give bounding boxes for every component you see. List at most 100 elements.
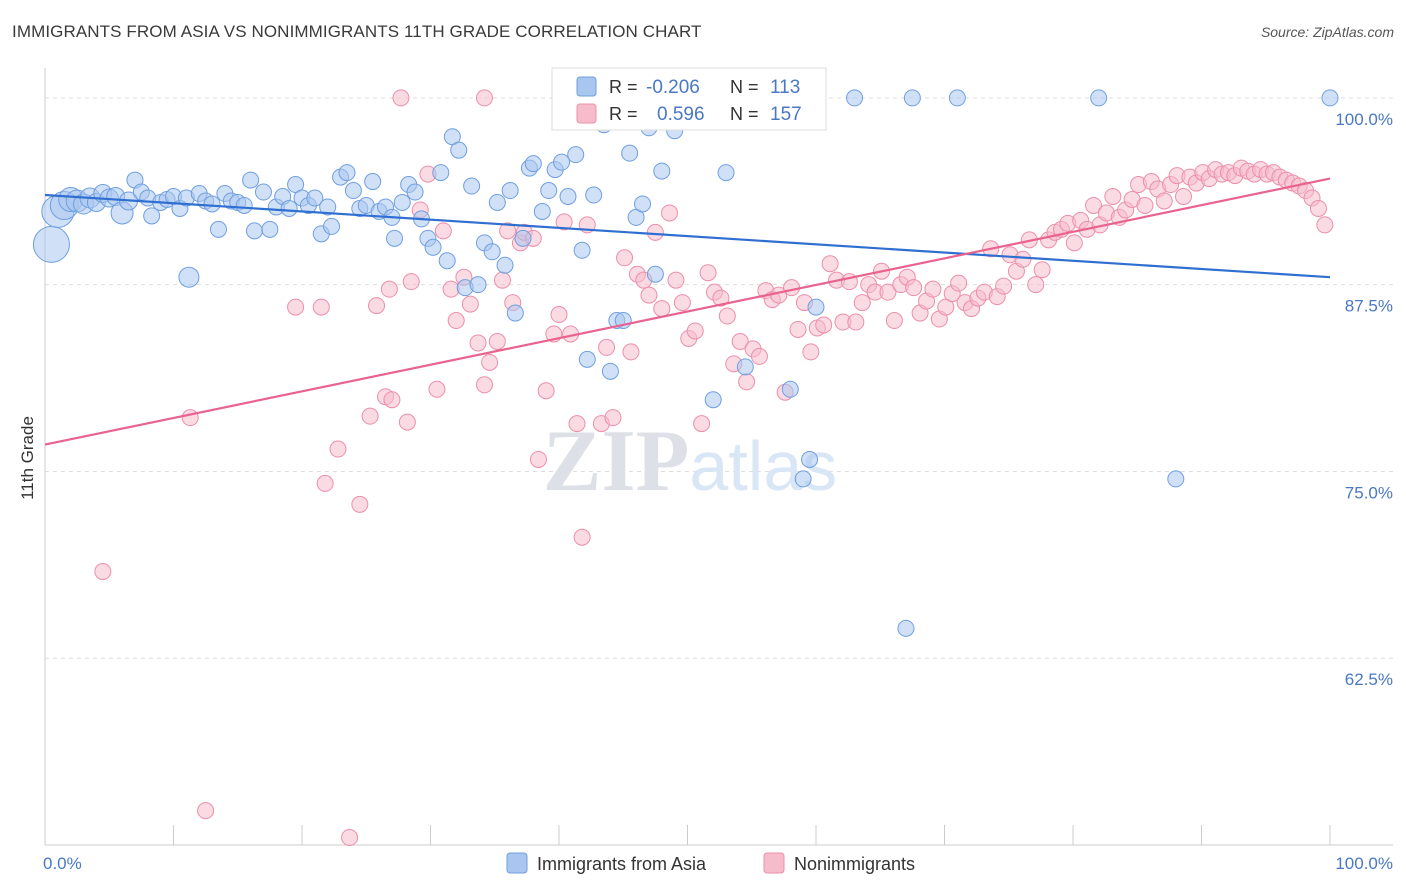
legend-swatch-asia xyxy=(506,852,528,874)
stats-n-label-asia: N = xyxy=(730,77,759,97)
y-tick-label: 87.5% xyxy=(1345,297,1393,316)
stats-swatch-non xyxy=(576,103,597,124)
nonimmigrants-point xyxy=(995,277,1013,295)
series-nonimmigrants xyxy=(94,89,1334,847)
asia-point xyxy=(807,298,825,316)
asia-point xyxy=(567,146,585,164)
asia-point xyxy=(1321,89,1339,107)
asia-point xyxy=(948,89,966,107)
nonimmigrants-point xyxy=(392,89,410,107)
nonimmigrants-point xyxy=(573,528,591,546)
nonimmigrants-point xyxy=(197,802,215,820)
asia-point xyxy=(496,256,514,274)
nonimmigrants-point xyxy=(1155,192,1173,210)
asia-point xyxy=(704,391,722,409)
asia-point xyxy=(178,266,200,288)
stats-r-label-asia: R = xyxy=(609,77,638,97)
asia-point xyxy=(524,155,542,173)
asia-point xyxy=(717,164,735,182)
nonimmigrants-point xyxy=(598,338,616,356)
stats-r-value-non: 0.596 xyxy=(657,104,705,125)
nonimmigrants-point xyxy=(731,332,749,350)
asia-point xyxy=(344,182,362,200)
asia-point xyxy=(794,470,812,488)
x-tick-label-right: 100.0% xyxy=(1335,854,1393,873)
asia-point xyxy=(469,276,487,294)
stats-box: R = -0.206 N = 113 R = 0.596 N = 157 xyxy=(551,67,827,131)
stats-box-frame xyxy=(551,67,827,131)
nonimmigrants-point xyxy=(537,382,555,400)
asia-point xyxy=(364,173,382,191)
nonimmigrants-point xyxy=(667,271,685,289)
nonimmigrants-point xyxy=(950,274,968,292)
nonimmigrants-point xyxy=(1175,188,1193,206)
nonimmigrants-point xyxy=(789,320,807,338)
asia-point xyxy=(261,220,279,238)
asia-point xyxy=(483,243,501,261)
asia-point xyxy=(319,198,337,216)
nonimmigrants-point xyxy=(750,347,768,365)
nonimmigrants-point xyxy=(712,289,730,307)
asia-point xyxy=(573,241,591,259)
nonimmigrants-point xyxy=(428,380,446,398)
asia-point xyxy=(506,304,524,322)
nonimmigrants-point xyxy=(686,322,704,340)
nonimmigrants-point xyxy=(821,255,839,273)
nonimmigrants-point xyxy=(555,213,573,231)
asia-point xyxy=(634,195,652,213)
nonimmigrants-point xyxy=(469,334,487,352)
nonimmigrants-point xyxy=(383,391,401,409)
asia-point xyxy=(432,164,450,182)
x-tick-label-left: 0.0% xyxy=(43,854,82,873)
nonimmigrants-point xyxy=(1027,276,1045,294)
nonimmigrants-point xyxy=(699,264,717,282)
y-tick-label: 75.0% xyxy=(1345,483,1393,502)
asia-point xyxy=(463,177,481,195)
asia-point xyxy=(646,265,664,283)
nonimmigrants-point xyxy=(316,474,334,492)
y-axis-title: 11th Grade xyxy=(18,416,37,500)
asia-point xyxy=(736,358,754,376)
asia-point xyxy=(209,220,227,238)
stats-n-label-non: N = xyxy=(730,104,759,124)
stats-swatch-asia xyxy=(576,76,597,97)
nonimmigrants-point xyxy=(1085,196,1103,214)
nonimmigrants-point xyxy=(653,300,671,318)
asia-point xyxy=(1167,470,1185,488)
nonimmigrants-point xyxy=(351,495,369,513)
nonimmigrants-point xyxy=(1316,216,1334,234)
asia-point xyxy=(897,619,915,637)
nonimmigrants-point xyxy=(529,450,547,468)
trend-lines xyxy=(44,177,1331,446)
nonimmigrants-point xyxy=(488,332,506,350)
nonimmigrants-point xyxy=(398,413,416,431)
y-tick-label: 62.5% xyxy=(1345,670,1393,689)
stats-r-label-non: R = xyxy=(609,104,638,124)
asia-point xyxy=(393,193,411,211)
nonimmigrants-point xyxy=(1065,234,1083,252)
nonimmigrants-point xyxy=(361,407,379,425)
asia-point xyxy=(553,153,571,171)
asia-point xyxy=(254,183,272,201)
asia-point xyxy=(143,207,161,225)
nonimmigrants-point xyxy=(550,306,568,324)
asia-point xyxy=(406,183,424,201)
nonimmigrants-point xyxy=(622,343,640,361)
asia-point xyxy=(488,193,506,211)
legend-label-non: Nonimmigrants xyxy=(794,854,915,874)
asia-point xyxy=(585,186,603,204)
nonimmigrants-point xyxy=(1014,250,1032,268)
nonimmigrants-point xyxy=(673,294,691,312)
nonimmigrants-point xyxy=(94,563,112,581)
gridlines xyxy=(45,97,1393,659)
legend-swatch-non xyxy=(763,852,785,874)
asia-point xyxy=(424,238,442,256)
asia-point xyxy=(450,141,468,159)
nonimmigrants-point xyxy=(604,409,622,427)
watermark-atlas: atlas xyxy=(689,427,837,505)
nonimmigrants-point xyxy=(1033,261,1051,279)
stats-n-value-asia: 113 xyxy=(770,77,800,98)
asia-point xyxy=(903,89,921,107)
asia-point xyxy=(235,196,253,214)
